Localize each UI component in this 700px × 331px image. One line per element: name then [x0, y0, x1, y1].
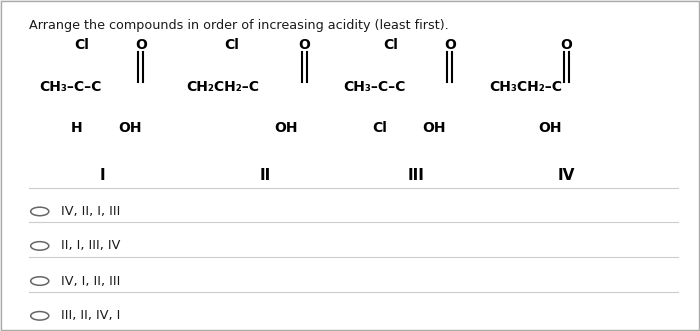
Text: IV: IV	[557, 168, 575, 183]
Text: II: II	[259, 168, 271, 183]
Text: CH₂CH₂–C: CH₂CH₂–C	[186, 80, 259, 94]
Text: OH: OH	[274, 121, 298, 135]
Text: Arrange the compounds in order of increasing acidity (least first).: Arrange the compounds in order of increa…	[29, 20, 449, 32]
Text: Cl: Cl	[372, 121, 387, 135]
Text: H: H	[71, 121, 83, 135]
Text: IV, II, I, III: IV, II, I, III	[61, 205, 120, 218]
Text: O: O	[444, 38, 456, 52]
Text: CH₃CH₂–C: CH₃CH₂–C	[489, 80, 562, 94]
Text: OH: OH	[118, 121, 142, 135]
Text: O: O	[135, 38, 147, 52]
Text: Cl: Cl	[224, 38, 239, 52]
Text: OH: OH	[422, 121, 445, 135]
Text: III, II, IV, I: III, II, IV, I	[61, 309, 120, 322]
Text: I: I	[99, 168, 105, 183]
Text: CH₃–C–C: CH₃–C–C	[40, 80, 102, 94]
Text: Cl: Cl	[74, 38, 89, 52]
Text: III: III	[408, 168, 425, 183]
Text: O: O	[299, 38, 311, 52]
Text: CH₃–C–C: CH₃–C–C	[343, 80, 405, 94]
Text: II, I, III, IV: II, I, III, IV	[61, 239, 120, 253]
Text: Cl: Cl	[383, 38, 398, 52]
Text: IV, I, II, III: IV, I, II, III	[61, 274, 120, 288]
Text: OH: OH	[538, 121, 561, 135]
Text: O: O	[560, 38, 572, 52]
